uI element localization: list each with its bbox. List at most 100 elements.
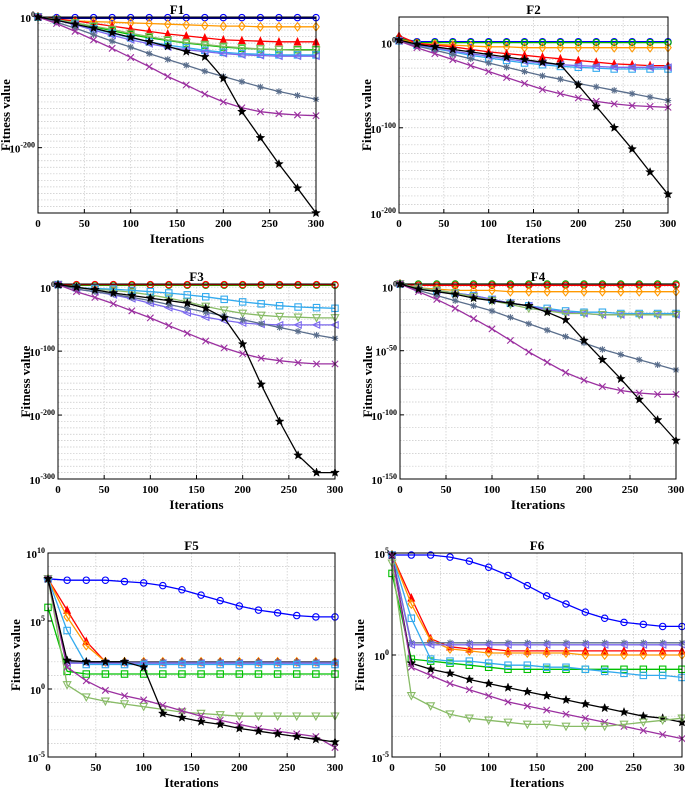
x-tick-label: 100 bbox=[480, 762, 497, 774]
data-point bbox=[485, 60, 491, 66]
y-tick-label: 10-200 bbox=[9, 141, 35, 156]
data-point bbox=[183, 62, 189, 68]
x-tick-label: 0 bbox=[55, 484, 61, 496]
data-point bbox=[647, 94, 653, 100]
y-axis-label: Fitness value bbox=[360, 345, 375, 417]
y-axis-label: Fitness value bbox=[352, 619, 367, 691]
chart-title: F6 bbox=[530, 538, 545, 553]
x-tick-label: 100 bbox=[480, 218, 497, 230]
data-point bbox=[599, 346, 605, 352]
data-point bbox=[507, 314, 513, 320]
x-tick-label: 250 bbox=[281, 484, 298, 496]
x-axis-label: Iterations bbox=[150, 231, 204, 246]
y-tick-label: 100 bbox=[374, 648, 389, 663]
data-point bbox=[146, 50, 152, 56]
x-tick-label: 200 bbox=[215, 218, 232, 230]
chart-f6: 05010015020025030010-5100105F6Iterations… bbox=[352, 538, 685, 788]
x-tick-label: 50 bbox=[99, 484, 111, 496]
chart-title: F3 bbox=[189, 269, 204, 284]
y-tick-label: 10-50 bbox=[375, 344, 397, 359]
data-point bbox=[489, 308, 495, 314]
x-tick-label: 50 bbox=[441, 484, 453, 496]
x-tick-label: 300 bbox=[327, 484, 344, 496]
data-point bbox=[544, 327, 550, 333]
data-point bbox=[629, 90, 635, 96]
chart-f1: 0 50 100 150 200 250 30010010-200F1IterationsF… bbox=[0, 2, 325, 246]
x-tick-label: 150 bbox=[188, 484, 205, 496]
y-axis-label: Fitness value bbox=[18, 345, 33, 417]
x-tick-label: 300 bbox=[660, 218, 677, 230]
y-tick-label: 10-100 bbox=[370, 121, 396, 136]
y-tick-label: 10-5 bbox=[371, 750, 389, 765]
x-tick-label: 200 bbox=[234, 484, 251, 496]
data-point bbox=[258, 320, 264, 326]
x-tick-label: 0 bbox=[389, 762, 395, 774]
data-point bbox=[562, 333, 568, 339]
y-tick-label: 105 bbox=[30, 614, 45, 629]
y-tick-label: 100 bbox=[20, 10, 35, 25]
y-tick-label: 10-100 bbox=[29, 344, 55, 359]
data-point bbox=[539, 73, 545, 79]
y-tick-label: 10-300 bbox=[29, 472, 55, 487]
x-tick-label: 50 bbox=[435, 762, 447, 774]
data-point bbox=[593, 84, 599, 90]
x-tick-label: 100 bbox=[135, 762, 152, 774]
data-point bbox=[313, 332, 319, 338]
x-axis-label: Iterations bbox=[511, 497, 565, 512]
data-point bbox=[257, 84, 263, 90]
x-tick-label: 250 bbox=[625, 762, 642, 774]
plot-area bbox=[399, 17, 668, 213]
x-tick-label: 200 bbox=[570, 218, 587, 230]
data-point bbox=[295, 328, 301, 334]
x-tick-label: 300 bbox=[674, 762, 685, 774]
chart-f2: 0 50 100 150 200 250 30010010-10010-200F2Itera… bbox=[359, 2, 677, 246]
x-tick-label: 150 bbox=[169, 218, 186, 230]
data-point bbox=[452, 297, 458, 303]
y-tick-label: 10-5 bbox=[27, 750, 45, 765]
chart-title: F1 bbox=[170, 2, 184, 17]
data-point bbox=[276, 88, 282, 94]
x-tick-label: 250 bbox=[279, 762, 296, 774]
data-point bbox=[470, 303, 476, 309]
data-point bbox=[165, 56, 171, 62]
x-tick-label: 200 bbox=[577, 762, 594, 774]
x-tick-label: 250 bbox=[261, 218, 278, 230]
data-point bbox=[526, 321, 532, 327]
x-tick-label: 100 bbox=[122, 218, 139, 230]
y-tick-label: 10-200 bbox=[370, 206, 396, 221]
x-tick-label: 200 bbox=[231, 762, 248, 774]
x-axis-label: Iterations bbox=[506, 231, 560, 246]
x-tick-label: 0 bbox=[397, 484, 403, 496]
y-tick-label: 100 bbox=[30, 682, 45, 697]
data-point bbox=[618, 351, 624, 357]
y-tick-label: 10-100 bbox=[371, 408, 397, 423]
data-point bbox=[521, 68, 527, 74]
x-tick-label: 150 bbox=[183, 762, 200, 774]
x-tick-label: 150 bbox=[525, 218, 542, 230]
x-tick-label: 50 bbox=[79, 218, 91, 230]
x-tick-label: 50 bbox=[90, 762, 102, 774]
data-point bbox=[654, 362, 660, 368]
data-point bbox=[468, 56, 474, 62]
data-point bbox=[611, 87, 617, 93]
figure: 0 50 100 150 200 250 300 100 10-200 F1 Iterations F… bbox=[0, 0, 685, 788]
data-point bbox=[294, 92, 300, 98]
x-tick-label: 100 bbox=[142, 484, 159, 496]
y-tick-label: 100 bbox=[381, 36, 396, 51]
chart-title: F2 bbox=[526, 2, 540, 17]
x-tick-label: 300 bbox=[308, 218, 325, 230]
x-tick-label: 0 bbox=[45, 762, 51, 774]
data-point bbox=[109, 38, 115, 44]
y-tick-label: 105 bbox=[374, 546, 389, 561]
data-point bbox=[202, 68, 208, 74]
x-axis-label: Iterations bbox=[169, 497, 223, 512]
x-tick-label: 0 bbox=[396, 218, 402, 230]
y-axis-label: Fitness value bbox=[359, 79, 374, 151]
x-axis-label: Iterations bbox=[164, 775, 218, 788]
chart-title: F4 bbox=[531, 269, 546, 284]
x-tick-label: 0 bbox=[35, 218, 41, 230]
data-point bbox=[276, 324, 282, 330]
data-point bbox=[127, 44, 133, 50]
chart-f3: 0 50 100 150 200 250 30010010-10010-20010-300F… bbox=[18, 269, 344, 512]
chart-f4: 0 50 100 150 200 250 300 100 10-50 10-100 10-150 F4… bbox=[360, 269, 685, 512]
